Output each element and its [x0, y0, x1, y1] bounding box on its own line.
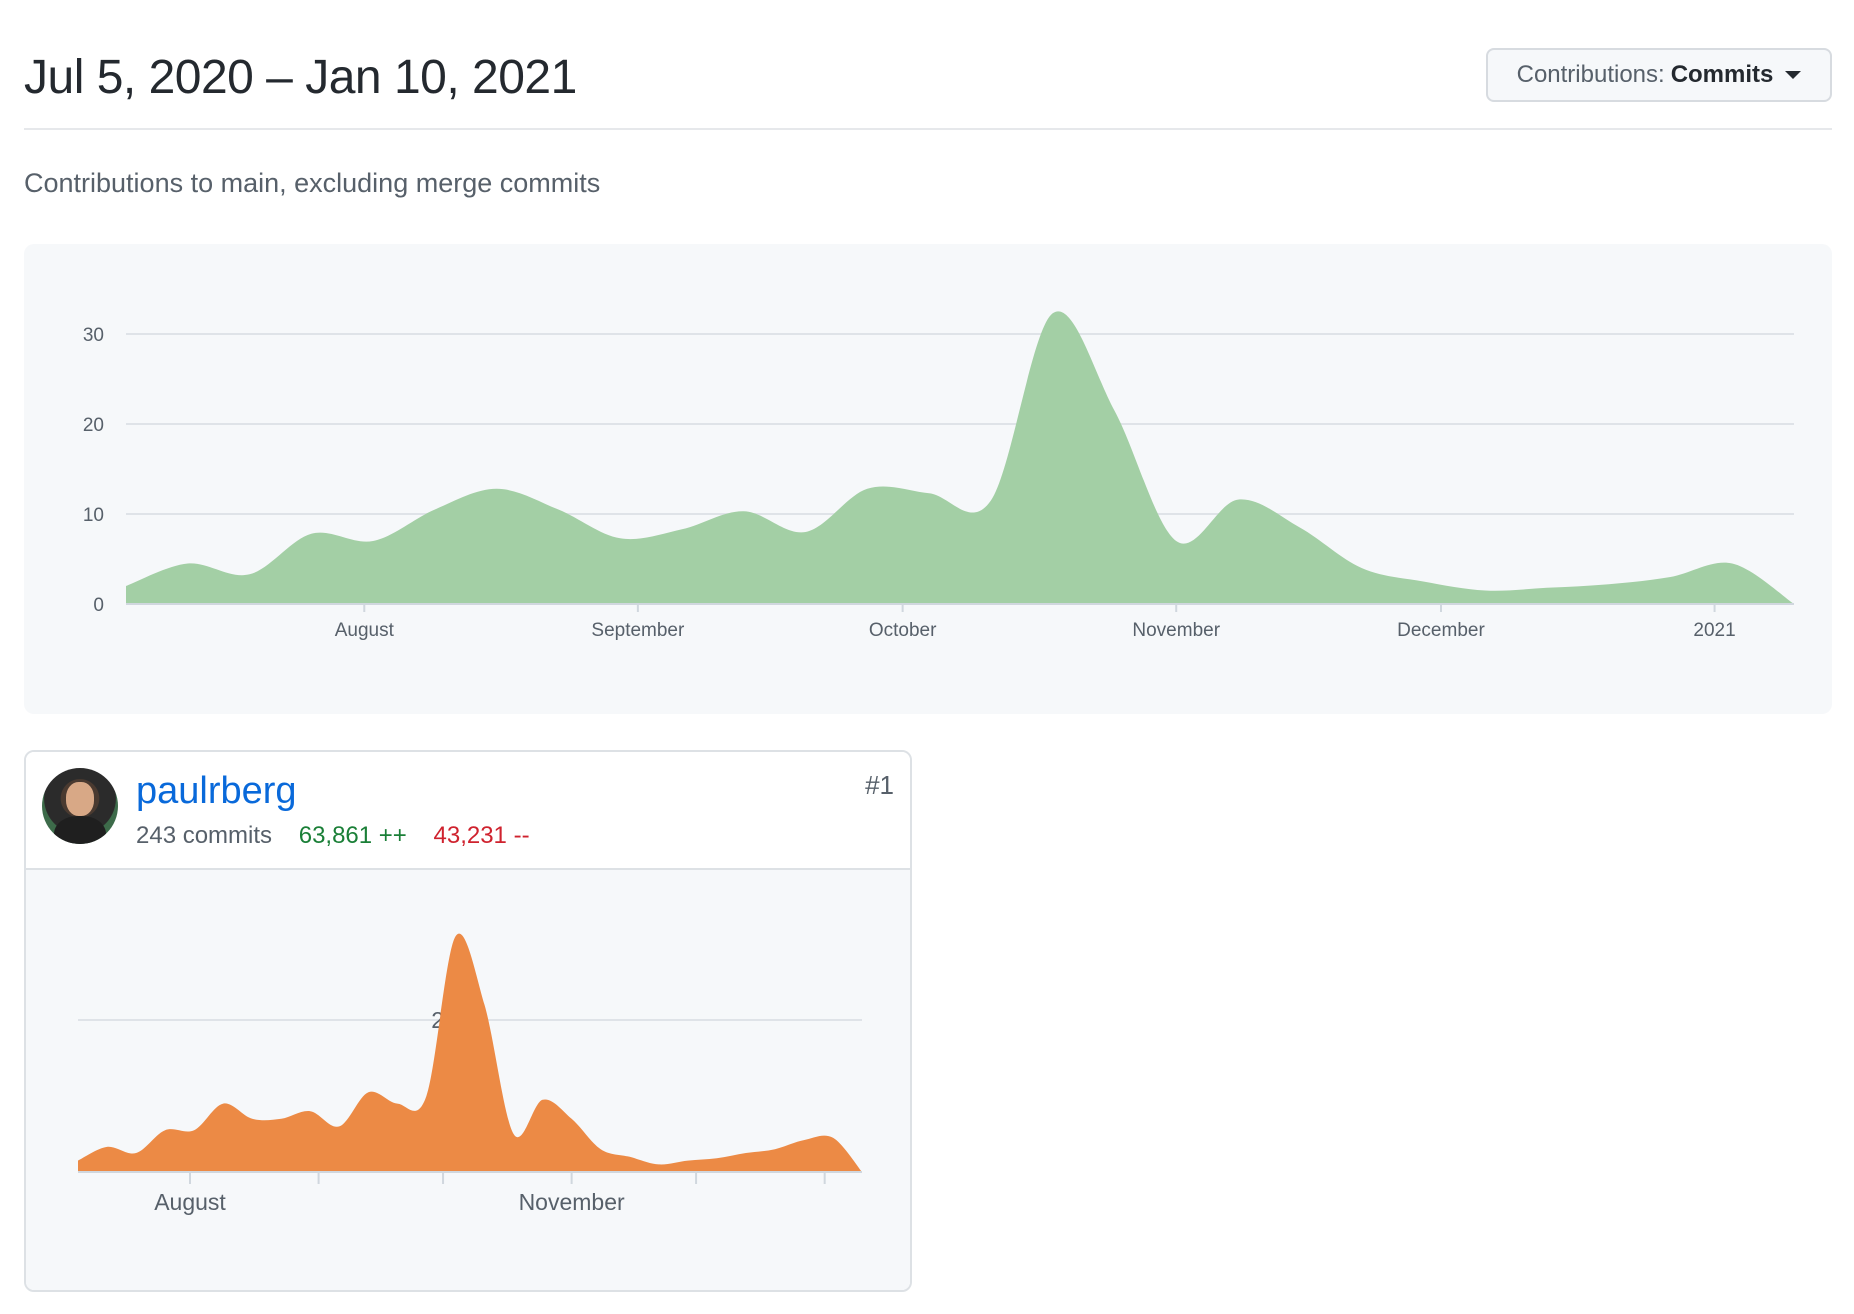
- contributor-chart-x-tick-label: August: [154, 1189, 226, 1215]
- date-range-title: Jul 5, 2020 – Jan 10, 2021: [24, 51, 577, 104]
- main-chart-x-tick-label: September: [591, 620, 685, 641]
- main-chart-x-tick-label: November: [1132, 620, 1220, 641]
- contributor-chart: 20AugustNovember: [26, 870, 910, 1290]
- avatar[interactable]: [42, 768, 118, 844]
- chart-subtitle: Contributions to main, excluding merge c…: [24, 168, 601, 198]
- contributions-label: Contributions:: [1516, 61, 1665, 88]
- additions-count: 63,861 ++: [298, 822, 407, 849]
- contributor-card-header: paulrberg 243 commits 63,861 ++ 43,231 -…: [26, 752, 910, 870]
- contributions-dropdown-button[interactable]: Contributions: Commits: [1486, 48, 1832, 102]
- main-chart-x-tick-label: August: [335, 620, 395, 641]
- contributor-username-link[interactable]: paulrberg: [136, 770, 297, 812]
- contributions-value: Commits: [1670, 61, 1774, 88]
- main-chart-area-series: [126, 311, 1794, 604]
- main-chart-x-tick-label: December: [1397, 620, 1485, 641]
- main-chart-x-tick-label: October: [869, 620, 937, 641]
- contributor-chart-area-series: [78, 933, 862, 1172]
- contributor-card: paulrberg 243 commits 63,861 ++ 43,231 -…: [24, 750, 912, 1292]
- commit-count-link[interactable]: 243 commits: [136, 822, 273, 849]
- main-contributions-chart: 0 10 20 30 August September October November Dec…: [24, 244, 1832, 714]
- contributor-chart-svg: 20AugustNovember: [78, 933, 862, 1215]
- main-chart-svg: 0 10 20 30 August September October November Dec…: [83, 311, 1794, 641]
- main-chart-y-tick-label: 20: [83, 415, 104, 436]
- caret-down-icon: [1785, 71, 1802, 79]
- main-chart-y-tick-label: 10: [83, 505, 104, 526]
- contributor-stats: 243 commits 63,861 ++ 43,231 --: [136, 822, 530, 850]
- main-chart-x-tick-label: 2021: [1693, 620, 1735, 641]
- avatar-face-shape: [66, 782, 94, 816]
- avatar-body-shape: [54, 816, 106, 844]
- contributor-rank: #1: [865, 770, 894, 800]
- main-chart-y-tick-label: 0: [93, 595, 104, 616]
- header: Jul 5, 2020 – Jan 10, 2021 Contributions…: [24, 40, 1832, 130]
- main-chart-y-tick-label: 30: [83, 325, 104, 346]
- deletions-count: 43,231 --: [433, 822, 530, 849]
- contributor-chart-x-tick-label: November: [519, 1189, 625, 1215]
